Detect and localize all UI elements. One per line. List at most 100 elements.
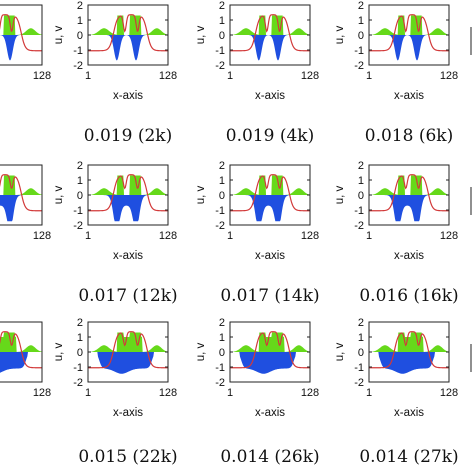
series-curve: [369, 14, 449, 52]
y-tick-label: 2: [358, 317, 364, 329]
y-tick-label: 0: [77, 30, 83, 42]
x-tick-label: 128: [440, 70, 458, 82]
series-u-fill: [0, 352, 42, 373]
y-tick-label: 2: [358, 160, 364, 172]
plot-area: [0, 331, 42, 373]
y-tick-label: 0: [219, 347, 225, 359]
panel-caption: 0.017 (12k): [78, 286, 177, 306]
y-tick-label: -2: [73, 377, 83, 389]
series-u-fill: [88, 352, 168, 374]
x-axis-label: x-axis: [113, 250, 143, 262]
series-v-fill: [88, 15, 168, 35]
series-curve: [0, 174, 42, 212]
series-v-fill: [0, 175, 42, 195]
y-tick-label: 0: [358, 30, 364, 42]
y-tick-label: -2: [354, 220, 364, 232]
x-tick-label: 128: [33, 230, 51, 242]
series-u-fill: [369, 352, 449, 374]
y-tick-label: -2: [215, 377, 225, 389]
x-tick-label: 128: [440, 387, 458, 399]
panel-caption: 0.017 (14k): [220, 286, 319, 306]
y-tick-label: 1: [219, 332, 225, 344]
y-tick-label: 2: [77, 0, 83, 12]
x-tick-label: 1: [366, 387, 372, 399]
x-tick-label: 1: [366, 70, 372, 82]
y-tick-label: 0: [77, 190, 83, 202]
plot-area: [369, 174, 449, 222]
y-axis-label: u, v: [53, 342, 65, 361]
panel-r2-c0-partial: 128: [0, 164, 51, 242]
plot-area: [88, 14, 168, 61]
series-u-fill: [230, 195, 310, 222]
x-tick-label: 1: [85, 387, 91, 399]
series-curve: [88, 174, 168, 212]
x-tick-label: 128: [440, 230, 458, 242]
plot-area: [369, 331, 449, 374]
series-u-fill: [230, 35, 310, 61]
x-axis-label: x-axis: [113, 90, 143, 102]
series-curve: [88, 331, 168, 369]
y-axis-label: u, v: [195, 342, 207, 361]
y-tick-label: 2: [219, 160, 225, 172]
plot-area: [0, 174, 42, 222]
y-tick-label: 1: [219, 175, 225, 187]
y-tick-label: -1: [354, 205, 364, 217]
series-curve: [369, 331, 449, 369]
x-tick-label: 128: [33, 387, 51, 399]
series-u-fill: [88, 195, 168, 222]
y-axis-label: u, v: [195, 185, 207, 204]
panel-caption: 0.016 (16k): [359, 286, 458, 306]
panel-r1-c0-partial: 128: [0, 4, 51, 82]
series-v-fill: [88, 175, 168, 195]
series-curve: [230, 331, 310, 369]
y-tick-label: 1: [77, 175, 83, 187]
series-v-fill: [0, 332, 42, 352]
series-u-fill: [88, 35, 168, 61]
series-curve: [230, 174, 310, 212]
y-tick-label: 1: [77, 15, 83, 27]
axes-frame: [0, 321, 43, 383]
x-axis-label: x-axis: [394, 90, 424, 102]
y-tick-label: 1: [358, 175, 364, 187]
y-tick-label: 1: [219, 15, 225, 27]
panel-caption: 0.019 (2k): [84, 126, 172, 146]
y-tick-label: 0: [219, 30, 225, 42]
y-tick-label: 2: [77, 160, 83, 172]
series-v-fill: [88, 332, 168, 352]
x-tick-label: 1: [85, 230, 91, 242]
series-u-fill: [0, 195, 42, 222]
y-tick-label: 0: [358, 347, 364, 359]
y-axis-label: u, v: [334, 25, 346, 44]
y-tick-label: -2: [354, 377, 364, 389]
y-tick-label: -2: [354, 60, 364, 72]
y-tick-label: -1: [215, 205, 225, 217]
y-tick-label: 0: [77, 347, 83, 359]
series-u-fill: [369, 195, 449, 222]
y-tick-label: -1: [354, 45, 364, 57]
series-curve: [369, 174, 449, 212]
series-curve: [88, 14, 168, 52]
series-v-fill: [369, 15, 449, 35]
y-tick-label: 0: [358, 190, 364, 202]
panel-caption: 0.019 (4k): [226, 126, 314, 146]
y-tick-label: 2: [77, 317, 83, 329]
series-v-fill: [369, 175, 449, 195]
y-tick-label: -2: [73, 60, 83, 72]
series-u-fill: [0, 35, 42, 61]
series-curve: [230, 14, 310, 52]
y-tick-label: 2: [358, 0, 364, 12]
y-axis-label: u, v: [53, 185, 65, 204]
x-tick-label: 128: [159, 387, 177, 399]
y-tick-label: 2: [219, 0, 225, 12]
plot-area: [230, 14, 310, 61]
x-tick-label: 128: [301, 70, 319, 82]
series-curve: [0, 14, 42, 52]
y-tick-label: 1: [77, 332, 83, 344]
